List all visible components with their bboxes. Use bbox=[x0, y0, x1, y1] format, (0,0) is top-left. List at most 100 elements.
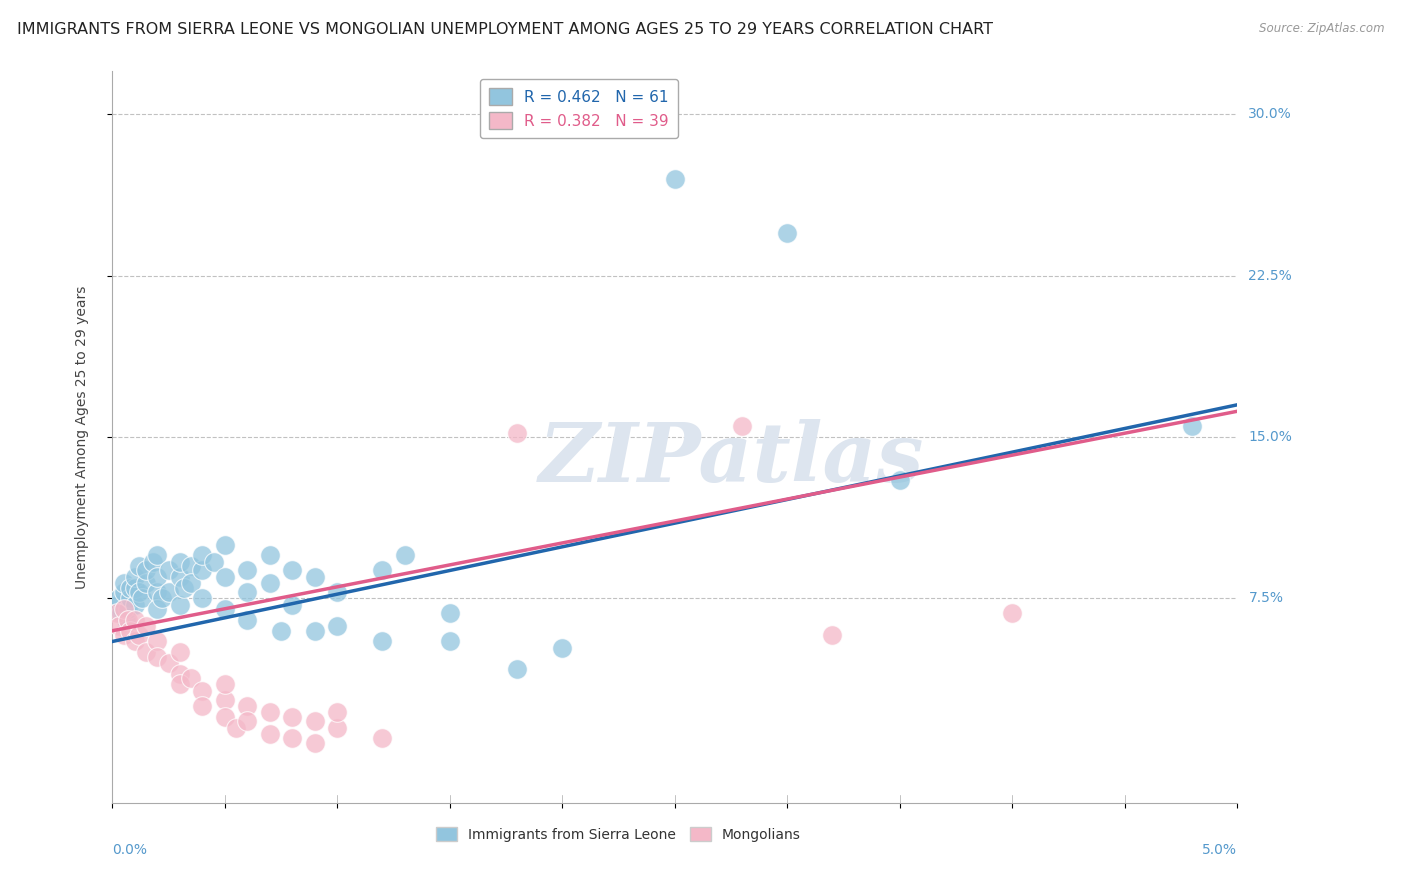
Point bbox=[105, 607, 128, 621]
Point bbox=[664, 172, 686, 186]
Point bbox=[120, 624, 142, 638]
Point bbox=[124, 598, 146, 612]
Point bbox=[169, 555, 191, 569]
Point bbox=[326, 706, 349, 720]
Point bbox=[281, 710, 304, 724]
Point bbox=[270, 624, 292, 638]
Point bbox=[304, 570, 326, 584]
Text: IMMIGRANTS FROM SIERRA LEONE VS MONGOLIAN UNEMPLOYMENT AMONG AGES 25 TO 29 YEARS: IMMIGRANTS FROM SIERRA LEONE VS MONGOLIA… bbox=[17, 22, 993, 37]
Point bbox=[236, 613, 259, 627]
Point bbox=[259, 727, 281, 741]
Point bbox=[281, 598, 304, 612]
Point bbox=[304, 714, 326, 728]
Point bbox=[112, 585, 135, 599]
Point bbox=[371, 634, 394, 648]
Point bbox=[225, 721, 247, 735]
Point bbox=[135, 576, 157, 591]
Point bbox=[169, 666, 191, 681]
Point bbox=[146, 634, 169, 648]
Point bbox=[142, 555, 165, 569]
Point bbox=[128, 585, 150, 599]
Point bbox=[157, 656, 180, 670]
Point bbox=[304, 624, 326, 638]
Point bbox=[821, 628, 844, 642]
Point bbox=[108, 619, 131, 633]
Point bbox=[157, 564, 180, 578]
Point bbox=[124, 581, 146, 595]
Point bbox=[214, 570, 236, 584]
Text: 15.0%: 15.0% bbox=[1249, 430, 1292, 444]
Point bbox=[236, 698, 259, 713]
Point bbox=[115, 613, 138, 627]
Text: 0.0%: 0.0% bbox=[112, 843, 148, 857]
Point bbox=[236, 564, 259, 578]
Point bbox=[259, 576, 281, 591]
Point bbox=[112, 576, 135, 591]
Text: 7.5%: 7.5% bbox=[1249, 591, 1284, 606]
Point bbox=[326, 585, 349, 599]
Text: Source: ZipAtlas.com: Source: ZipAtlas.com bbox=[1260, 22, 1385, 36]
Point bbox=[506, 425, 529, 440]
Point bbox=[214, 602, 236, 616]
Point bbox=[120, 581, 142, 595]
Point bbox=[214, 677, 236, 691]
Point bbox=[191, 591, 214, 606]
Point bbox=[371, 731, 394, 746]
Point bbox=[135, 645, 157, 659]
Point bbox=[105, 598, 128, 612]
Point bbox=[326, 721, 349, 735]
Text: 5.0%: 5.0% bbox=[1202, 843, 1237, 857]
Point bbox=[191, 564, 214, 578]
Point bbox=[236, 585, 259, 599]
Point bbox=[131, 591, 153, 606]
Point bbox=[146, 649, 169, 664]
Point bbox=[150, 591, 173, 606]
Point bbox=[146, 570, 169, 584]
Point bbox=[731, 419, 754, 434]
Point bbox=[128, 628, 150, 642]
Point bbox=[191, 549, 214, 563]
Point bbox=[776, 226, 799, 240]
Point bbox=[281, 564, 304, 578]
Point bbox=[191, 698, 214, 713]
Point bbox=[889, 473, 911, 487]
Point bbox=[124, 634, 146, 648]
Point bbox=[259, 706, 281, 720]
Point bbox=[236, 714, 259, 728]
Text: 30.0%: 30.0% bbox=[1249, 107, 1292, 121]
Point bbox=[169, 598, 191, 612]
Point bbox=[439, 607, 461, 621]
Point bbox=[146, 585, 169, 599]
Point bbox=[112, 628, 135, 642]
Point bbox=[146, 602, 169, 616]
Point bbox=[146, 549, 169, 563]
Point bbox=[202, 555, 225, 569]
Point bbox=[124, 570, 146, 584]
Point bbox=[304, 735, 326, 749]
Point bbox=[128, 559, 150, 574]
Point bbox=[180, 671, 202, 685]
Point bbox=[112, 602, 135, 616]
Point bbox=[169, 677, 191, 691]
Legend: Immigrants from Sierra Leone, Mongolians: Immigrants from Sierra Leone, Mongolians bbox=[430, 822, 807, 847]
Point bbox=[191, 684, 214, 698]
Point bbox=[108, 591, 131, 606]
Point bbox=[135, 619, 157, 633]
Point bbox=[214, 692, 236, 706]
Point bbox=[371, 564, 394, 578]
Text: ZIPatlas: ZIPatlas bbox=[538, 419, 924, 499]
Point bbox=[214, 710, 236, 724]
Point bbox=[180, 559, 202, 574]
Y-axis label: Unemployment Among Ages 25 to 29 years: Unemployment Among Ages 25 to 29 years bbox=[75, 285, 89, 589]
Point bbox=[1181, 419, 1204, 434]
Point bbox=[1001, 607, 1024, 621]
Point bbox=[326, 619, 349, 633]
Point bbox=[439, 634, 461, 648]
Point bbox=[506, 662, 529, 676]
Point bbox=[173, 581, 195, 595]
Text: 22.5%: 22.5% bbox=[1249, 268, 1292, 283]
Point bbox=[259, 549, 281, 563]
Point bbox=[169, 645, 191, 659]
Point bbox=[551, 640, 574, 655]
Point bbox=[214, 538, 236, 552]
